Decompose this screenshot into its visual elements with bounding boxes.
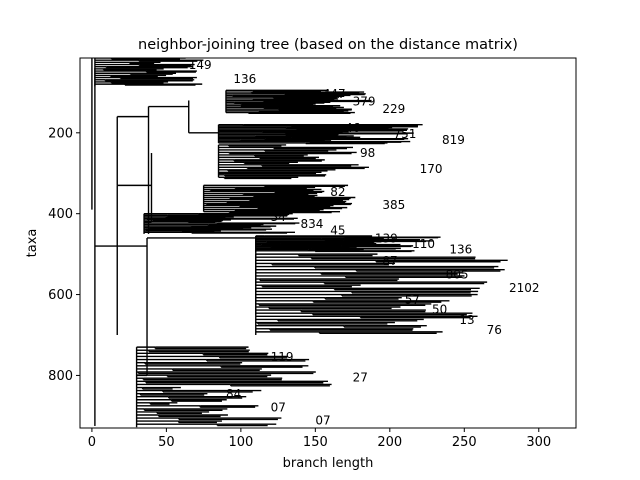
y-axis-label: taxa [25, 229, 40, 258]
leaf-label: 751 [394, 127, 417, 141]
leaf-label: 27 [353, 370, 368, 384]
leaf-label: 110 [412, 237, 435, 251]
leaf-label: 98 [360, 146, 375, 160]
y-axis: 200 400 600 800 [48, 126, 80, 384]
x-axis: 0 50 100 150 200 250 300 [88, 428, 551, 450]
chart-title: neighbor-joining tree (based on the dist… [138, 37, 518, 53]
y-tick-label: 800 [48, 369, 73, 384]
x-tick-label: 250 [452, 435, 477, 450]
leaf-label: 149 [189, 58, 212, 72]
leaf-label: 136 [449, 242, 472, 256]
y-tick-label: 200 [48, 126, 73, 141]
x-axis-label: branch length [283, 456, 374, 471]
leaf-label: 87 [382, 254, 397, 268]
leaf-label: 385 [382, 198, 405, 212]
x-tick-label: 0 [88, 435, 96, 450]
leaf-label: 76 [487, 323, 502, 337]
leaf-label: 805 [446, 267, 469, 281]
leaf-label: 45 [330, 224, 345, 238]
y-tick-label: 600 [48, 288, 73, 303]
leaf-label: 07 [315, 414, 330, 428]
x-tick-label: 300 [526, 435, 551, 450]
leaf-label: 819 [442, 133, 465, 147]
x-tick-label: 100 [228, 435, 253, 450]
leaf-label: 379 [353, 94, 376, 108]
x-tick-label: 50 [158, 435, 175, 450]
leaf-label: 13 [459, 313, 474, 327]
y-tick-label: 400 [48, 207, 73, 222]
leaf-label: 139 [375, 232, 398, 246]
leaf-labels: 149 136 447 379 229 46 751 819 98 170 82 385 34 834 45… [189, 58, 540, 428]
leaf-label: 119 [271, 350, 294, 364]
leaf-label: 50 [432, 303, 447, 317]
leaf-label: 229 [382, 102, 405, 116]
leaf-label: 84 [226, 387, 241, 401]
x-tick-label: 200 [377, 435, 402, 450]
x-tick-label: 150 [303, 435, 328, 450]
leaf-label: 46 [345, 121, 360, 135]
leaf-label: 447 [323, 87, 346, 101]
leaf-label: 170 [420, 162, 443, 176]
tree-branches [91, 58, 508, 428]
leaf-label: 34 [271, 210, 286, 224]
leaf-label: 82 [330, 185, 345, 199]
plot-area-frame [79, 57, 577, 429]
leaf-label: 2102 [509, 281, 540, 295]
leaf-label: 834 [300, 217, 323, 231]
leaf-label: 136 [233, 72, 256, 86]
leaf-label: 07 [271, 400, 286, 414]
leaf-label: 57 [405, 293, 420, 307]
